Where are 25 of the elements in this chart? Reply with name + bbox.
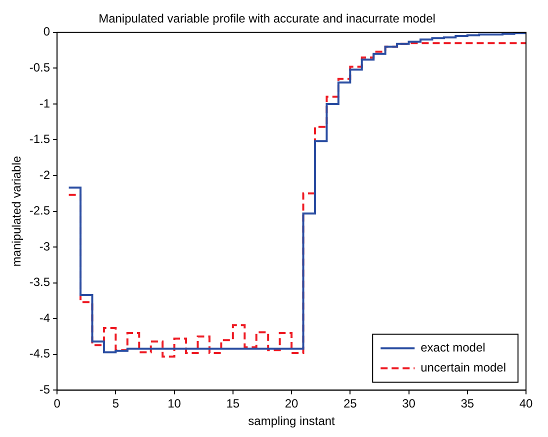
legend-label: uncertain model (420, 360, 506, 375)
x-tick-label: 25 (343, 396, 358, 411)
chart-title: Manipulated variable profile with accurate and inacurrate model (98, 12, 436, 26)
y-tick-label: -4.5 (29, 346, 50, 361)
y-tick-label: -1.5 (29, 132, 50, 146)
x-tick-label: 20 (284, 396, 299, 411)
y-tick-label: -3.5 (29, 275, 50, 290)
x-tick-label: 35 (460, 396, 474, 411)
x-tick-label: 40 (519, 396, 533, 411)
y-tick-label: -4 (39, 310, 50, 325)
x-tick-label: 5 (112, 396, 120, 411)
x-tick-label: 0 (54, 396, 61, 411)
x-tick-label: 15 (226, 396, 240, 411)
y-tick-label: -5 (39, 382, 50, 397)
y-tick-label: -2.5 (29, 204, 50, 218)
y-tick-label: -1 (39, 96, 50, 110)
legend-label: exact model (420, 340, 486, 355)
x-axis-title: sampling instant (248, 414, 336, 428)
x-tick-label: 10 (168, 396, 182, 411)
x-tick-label: 30 (402, 396, 416, 411)
y-tick-label: -2 (39, 168, 50, 182)
y-tick-label: 0 (43, 24, 50, 39)
y-tick-label: -3 (39, 239, 50, 254)
y-tick-label: -0.5 (29, 60, 50, 74)
y-axis-title: manipulated variable (10, 156, 24, 267)
